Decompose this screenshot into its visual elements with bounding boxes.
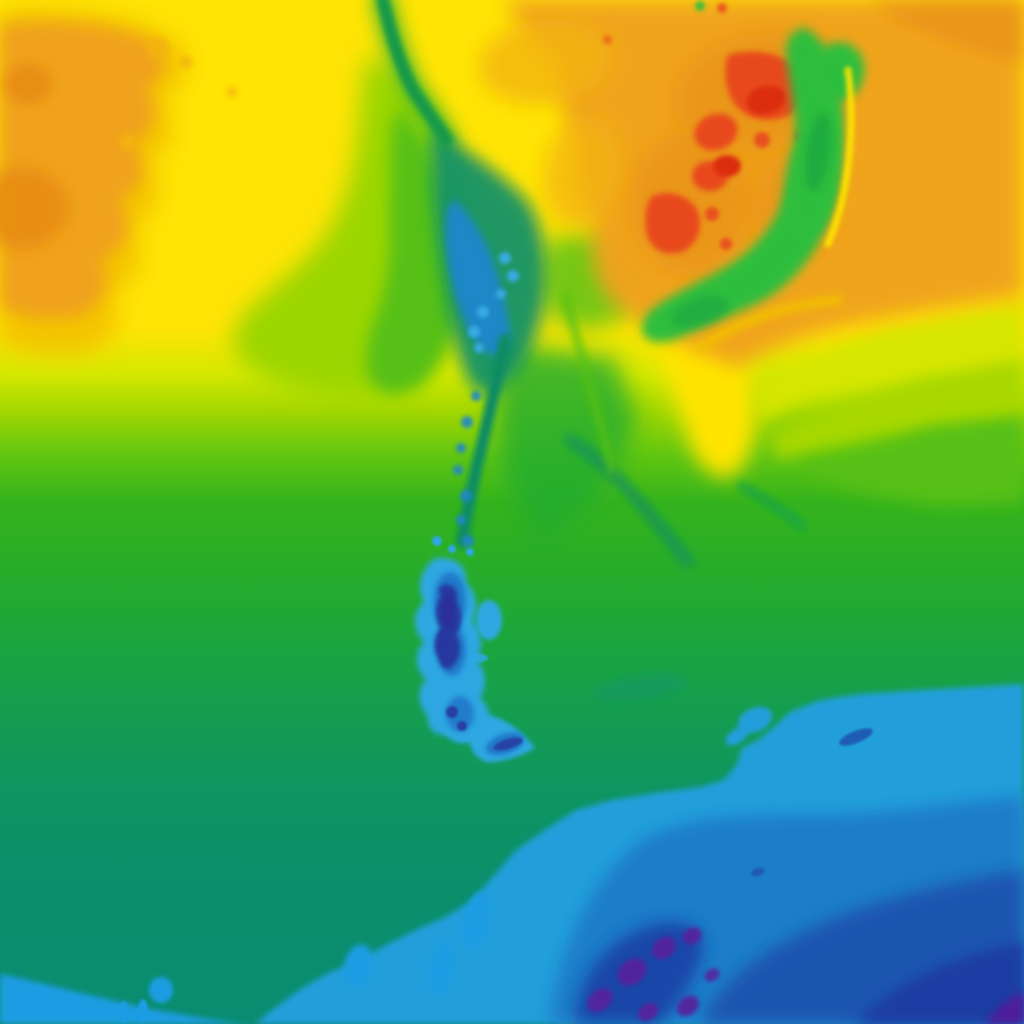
pacific-warm-zone [0, 9, 237, 355]
deep-orange-strip [870, 0, 1024, 64]
brazil-coastal-cool-band [641, 1, 865, 343]
ridge-blue-speck [461, 416, 473, 428]
red-speck [720, 238, 732, 250]
ridge-spine-south [456, 334, 511, 548]
purple-cold-patch [587, 988, 613, 1012]
ridge-blue-segment [445, 200, 510, 356]
warm-patch [479, 19, 611, 105]
amber-boundary-streak [695, 295, 843, 353]
glacier-speck [499, 252, 511, 264]
glacier-speck [496, 289, 506, 299]
purple-cold-patch [704, 968, 720, 982]
ice-navy-dot [446, 706, 458, 718]
southern-ocean-cold [255, 684, 1024, 1024]
purple-cold-patch [652, 936, 676, 960]
orange-speck [227, 87, 237, 97]
coastal-green-core [671, 295, 729, 329]
ridge-blue-speck [456, 515, 466, 525]
red-hotspot [725, 51, 806, 120]
sea-teal-streak [592, 674, 688, 702]
cold-water-spot [461, 892, 491, 952]
antarctic-deep-cold-corner [985, 992, 1024, 1024]
pale-lime-band [756, 302, 1024, 422]
purple-cold-patch [617, 958, 647, 986]
ice-indigo-core [442, 596, 454, 628]
ridge-blue-speck [453, 465, 463, 475]
crimson-core [713, 155, 741, 177]
red-speck [754, 132, 770, 148]
ice-fan-streak [493, 737, 523, 751]
orange-speck [147, 37, 169, 59]
cold-water-spot [343, 944, 373, 988]
red-speck [717, 3, 727, 13]
cold-water-spot [138, 999, 148, 1023]
green-speck [695, 1, 705, 11]
cold-water-corner [0, 974, 252, 1024]
ice-speck [432, 536, 442, 546]
bottom-left-cold-water [0, 892, 491, 1024]
ridge-blue-speck [456, 443, 466, 453]
cold-water-spot [119, 1001, 129, 1023]
warm-patch [543, 116, 621, 228]
ice-mid-core [446, 696, 474, 732]
red-hotspot [645, 193, 701, 254]
cold-water-spot [149, 977, 173, 1003]
ice-field-east-lobe [476, 600, 502, 640]
glacier-speck [474, 343, 484, 353]
purple-cold-patch [677, 995, 699, 1017]
ocean-inlet [737, 706, 773, 734]
navy-cold-band [855, 942, 1024, 1024]
orange-speck [120, 134, 136, 150]
ocean-inlet [725, 726, 749, 746]
ridge-blue-speck [462, 535, 474, 547]
coastal-yellow-sliver [824, 66, 855, 248]
green-streak [561, 291, 616, 474]
cold-water-spot [429, 940, 455, 996]
crimson-core [746, 85, 786, 115]
patagonia-ice-fields [415, 536, 535, 763]
orange-core [4, 64, 52, 104]
red-hotspot [694, 113, 738, 151]
coastal-green-band [641, 28, 845, 343]
cold-dash [839, 728, 873, 746]
ice-navy-dot [457, 721, 467, 731]
ice-speck [448, 545, 456, 553]
glacier-speck [468, 326, 480, 338]
ridge-blue-speck [471, 391, 481, 401]
lime-band [772, 358, 1024, 460]
glacier-speck [507, 270, 519, 282]
green-band [800, 416, 1024, 506]
cold-dash [751, 867, 765, 877]
coastal-green-core [804, 112, 832, 192]
ridge-blue-speck [460, 490, 472, 502]
orange-speck [180, 56, 192, 68]
andes-cordillera-cold-ridge [370, 0, 545, 548]
ridge-spine-north [376, 0, 453, 147]
purple-cold-patch [637, 1002, 659, 1022]
ice-streak [460, 653, 488, 663]
cool-front-streak [565, 435, 693, 567]
red-speck [705, 207, 719, 221]
purple-cold-patch [682, 927, 702, 945]
emerald-streak [738, 482, 806, 530]
glacier-speck [477, 306, 489, 318]
ice-speck [466, 548, 474, 556]
orange-core [0, 168, 68, 248]
